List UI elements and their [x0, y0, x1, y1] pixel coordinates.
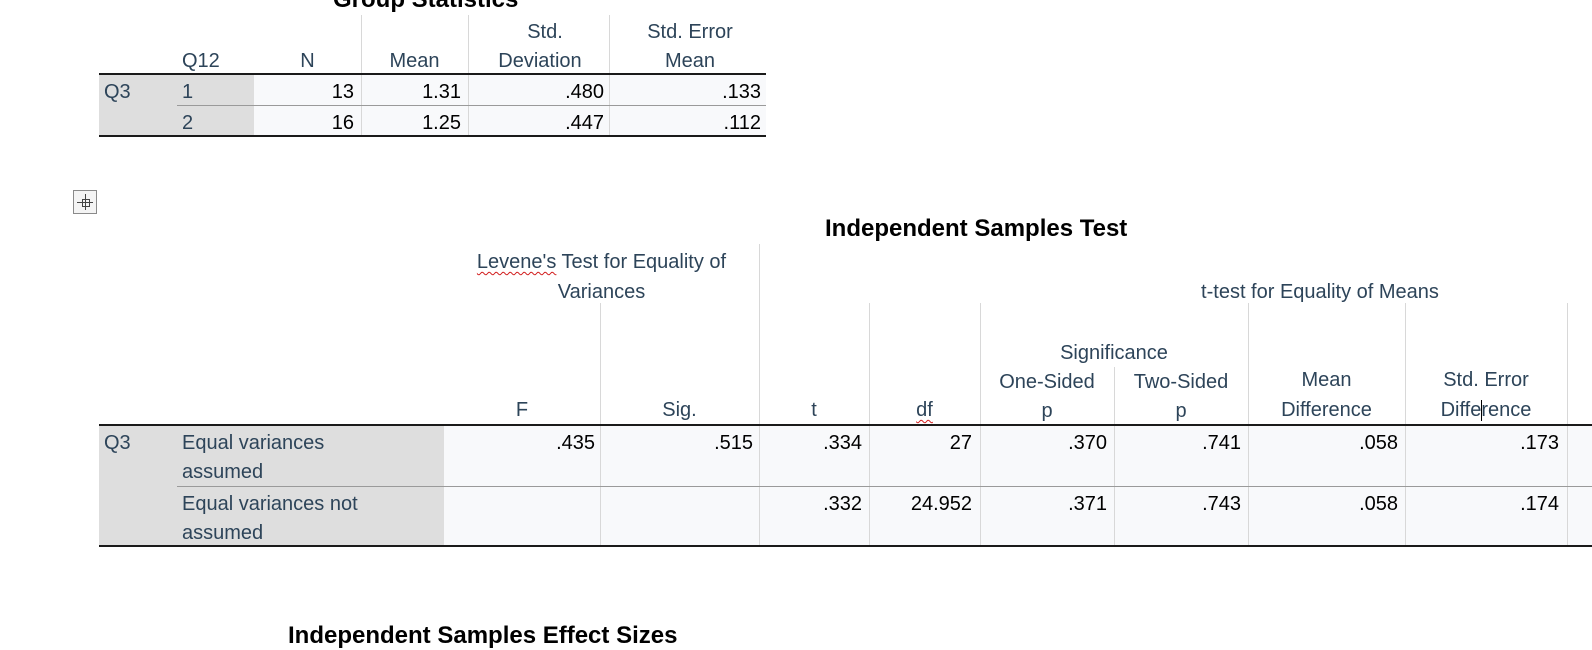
- gs-header-mean: Mean: [389, 50, 440, 72]
- levene-header-line1: Levene's Test for Equality of: [476, 251, 727, 273]
- ist-row2-one-sided: .371: [1068, 493, 1107, 515]
- ist-row1-f: .435: [556, 432, 595, 454]
- gs-header-std-dev-line2: Deviation: [498, 50, 582, 72]
- ist-row1-sig: .515: [714, 432, 753, 454]
- ist-data-shading: [444, 425, 1592, 546]
- gs-row1-group: 1: [182, 81, 194, 103]
- col-two-sided-line2: p: [1175, 400, 1187, 422]
- col-one-sided-line2: p: [1041, 400, 1053, 422]
- gs-row1-n: 13: [331, 81, 354, 103]
- col-f: F: [515, 399, 529, 421]
- ist-row1-t: .334: [823, 432, 862, 454]
- col-two-sided-line1: Two-Sided: [1133, 371, 1229, 393]
- independent-samples-test-title: Independent Samples Test: [825, 215, 1128, 242]
- text-cursor: [1481, 400, 1482, 421]
- ist-row-label-shading: [99, 425, 444, 546]
- levene-word: Levene's: [476, 251, 557, 273]
- gs-header-q12: Q12: [182, 50, 220, 72]
- ist-row2-df: 24.952: [910, 493, 972, 515]
- gs-row2-mean: 1.25: [422, 112, 461, 134]
- gs-row2-group: 2: [182, 112, 194, 134]
- gs-header-n: N: [300, 50, 315, 72]
- col-se-diff-line1: Std. Error: [1443, 369, 1529, 391]
- ist-row2-two-sided: .743: [1202, 493, 1241, 515]
- gs-header-std-err-line2: Mean: [664, 50, 716, 72]
- ist-row2-se-diff: .174: [1520, 493, 1559, 515]
- ist-row2-label-line1: Equal variances not: [182, 493, 358, 515]
- col-se-diff-line2: Difference: [1440, 399, 1532, 421]
- gs-header-std-dev-line1: Std.: [527, 21, 563, 43]
- gs-row2-std-dev: .447: [565, 112, 604, 134]
- col-t: t: [811, 399, 817, 421]
- col-mean-diff-line1: Mean: [1301, 369, 1352, 391]
- gs-row2-std-err: .112: [723, 112, 761, 134]
- col-one-sided-line1: One-Sided: [999, 371, 1095, 393]
- ist-row1-mean-diff: .058: [1359, 432, 1398, 454]
- levene-header-line2: Variances: [557, 281, 646, 303]
- ist-row1-label-line1: Equal variances: [182, 432, 325, 454]
- ist-row2-t: .332: [823, 493, 862, 515]
- gs-variable-label: Q3: [104, 81, 131, 103]
- group-statistics-title: Group Statistics: [333, 0, 518, 14]
- gs-row1-mean: 1.31: [422, 81, 461, 103]
- ist-row2-label-line2: assumed: [182, 522, 264, 544]
- ist-row2-mean-diff: .058: [1359, 493, 1398, 515]
- gs-row2-n: 16: [331, 112, 354, 134]
- ist-row1-label-line2: assumed: [182, 461, 264, 483]
- ist-row1-one-sided: .370: [1068, 432, 1107, 454]
- ist-row1-two-sided: .741: [1202, 432, 1241, 454]
- gs-header-std-err-line1: Std. Error: [647, 21, 733, 43]
- ist-row1-df: 27: [949, 432, 972, 454]
- col-mean-diff-line2: Difference: [1281, 399, 1372, 421]
- gs-row1-std-dev: .480: [565, 81, 604, 103]
- col-sig: Sig.: [662, 399, 697, 421]
- ist-variable-label: Q3: [104, 432, 131, 454]
- expand-move-icon[interactable]: [73, 190, 97, 214]
- ttest-header: t-test for Equality of Means: [1201, 281, 1439, 303]
- col-df: df: [916, 399, 933, 421]
- effect-sizes-title: Independent Samples Effect Sizes: [288, 622, 678, 649]
- ist-row1-se-diff: .173: [1520, 432, 1559, 454]
- significance-header: Significance: [1060, 342, 1168, 364]
- gs-row1-std-err: .133: [722, 81, 761, 103]
